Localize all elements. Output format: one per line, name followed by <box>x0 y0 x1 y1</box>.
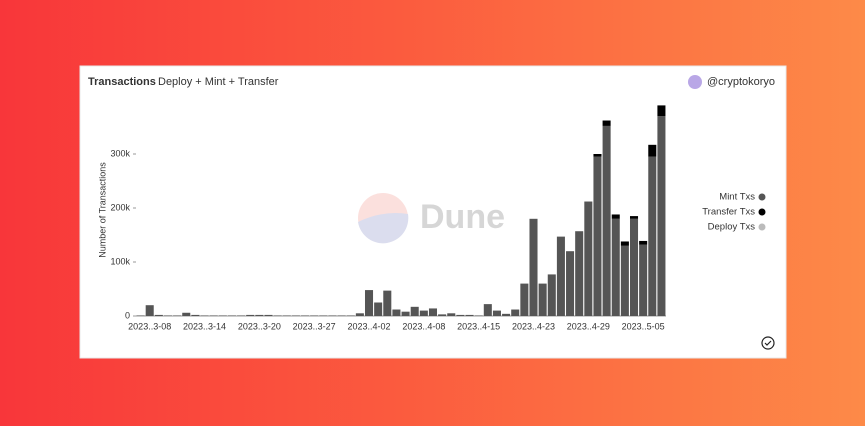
bar-segment <box>346 315 355 316</box>
bar-segment <box>428 308 438 316</box>
bar-segment <box>364 290 374 316</box>
bar-segment <box>465 314 474 316</box>
bar-segment <box>620 241 629 246</box>
bar-segment <box>611 214 620 219</box>
legend-swatch <box>758 193 766 201</box>
bar-segment <box>374 302 383 316</box>
bar-segment <box>593 154 602 157</box>
bar-segment <box>401 311 410 316</box>
bar-segment <box>657 105 666 117</box>
bar-segment <box>639 240 648 245</box>
avatar <box>688 75 702 89</box>
bar-segment <box>383 290 392 316</box>
bar-segment <box>282 315 291 316</box>
x-tick-label: 2023..3-14 <box>183 321 226 331</box>
x-tick-label: 2023..5-05 <box>622 321 665 331</box>
bar-segment <box>447 313 456 316</box>
x-tick-label: 2023..4-29 <box>567 321 610 331</box>
y-tick-label: 300k <box>110 148 130 158</box>
bar-segment <box>639 244 648 316</box>
bar-segment <box>145 305 154 316</box>
bar-segment <box>163 315 173 316</box>
x-tick-label: 2023..3-27 <box>293 321 336 331</box>
bar-segment <box>410 306 419 316</box>
y-tick-label: 100k <box>110 256 130 266</box>
watermark-logo <box>358 193 409 244</box>
y-axis-label: Number of Transactions <box>97 162 107 258</box>
bar-segment <box>520 283 529 316</box>
bar-segment <box>648 144 657 157</box>
bar-segment <box>355 313 364 316</box>
bar-segment <box>438 314 447 316</box>
bar-segment <box>474 315 483 316</box>
bar-segment <box>191 314 200 316</box>
bar-segment <box>502 313 511 316</box>
x-tick-label: 2023..3-08 <box>128 321 171 331</box>
x-tick-label: 2023..4-08 <box>402 321 445 331</box>
bar-segment <box>264 314 273 316</box>
bar-segment <box>337 315 346 316</box>
x-tick-label: 2023..4-15 <box>457 321 500 331</box>
check-mark <box>764 340 772 346</box>
y-tick-label: 0 <box>125 310 130 320</box>
bar-segment <box>556 236 565 316</box>
user-name: @cryptokoryo <box>707 76 775 88</box>
bar-segment <box>255 314 264 316</box>
bar-segment <box>173 315 182 316</box>
bar-segment <box>602 120 611 126</box>
x-tick-label: 2023..4-02 <box>347 321 390 331</box>
bar-segment <box>419 310 428 316</box>
bar-segment <box>273 315 282 316</box>
check-icon[interactable] <box>761 336 775 350</box>
bar-segment <box>301 315 310 316</box>
bar-segment <box>291 315 300 316</box>
bar-segment <box>319 315 328 316</box>
bar-segment <box>511 309 520 316</box>
bar-segment <box>310 315 319 316</box>
bar-segment <box>237 315 246 316</box>
bar-segment <box>629 216 639 219</box>
bar-segment <box>209 315 218 316</box>
legend-label: Transfer Txs <box>702 207 755 218</box>
bar-segment <box>246 314 255 316</box>
bar-segment <box>483 304 492 316</box>
legend-label: Deploy Txs <box>708 222 756 233</box>
bar-segment <box>182 312 191 316</box>
bar-segment <box>392 309 401 316</box>
watermark: Dune <box>420 198 505 236</box>
legend-label: Mint Txs <box>719 192 755 203</box>
bar-segment <box>529 218 538 316</box>
bar-segment <box>584 201 593 316</box>
card-title: Transactions <box>88 76 156 88</box>
bar-segment <box>602 125 611 316</box>
bar-segment <box>456 314 465 316</box>
x-tick-label: 2023..4-23 <box>512 321 555 331</box>
bar-segment <box>575 231 584 316</box>
x-tick-label: 2023..3-20 <box>238 321 281 331</box>
bar-segment <box>547 274 556 316</box>
legend-swatch <box>758 208 766 216</box>
bar-segment <box>154 314 163 316</box>
bar-segment <box>200 315 209 316</box>
bar-segment <box>566 251 575 316</box>
bar-segment <box>593 156 602 316</box>
bar-segment <box>657 116 666 316</box>
bar-segment <box>328 315 337 316</box>
bar-segment <box>227 315 236 316</box>
bar-segment <box>492 310 501 316</box>
bar-segment <box>620 245 629 316</box>
bar-segment <box>648 156 657 316</box>
y-tick-label: 200k <box>110 202 130 212</box>
bar-segment <box>136 315 145 316</box>
bar-segment <box>629 218 639 316</box>
bar-segment <box>538 283 547 316</box>
card-subtitle: Deploy + Mint + Transfer <box>158 76 279 88</box>
bar-segment <box>611 218 620 316</box>
legend-swatch <box>758 223 766 231</box>
bar-segment <box>218 315 227 316</box>
